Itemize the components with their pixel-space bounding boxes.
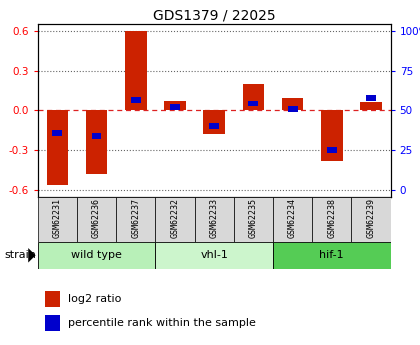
Bar [282, 98, 303, 110]
Bar [38, 197, 77, 241]
Text: percentile rank within the sample: percentile rank within the sample [68, 318, 255, 328]
Text: GSM62232: GSM62232 [171, 198, 179, 238]
Bar [249, 100, 258, 107]
Title: GDS1379 / 22025: GDS1379 / 22025 [153, 9, 276, 23]
Text: hif-1: hif-1 [320, 250, 344, 260]
Bar [38, 241, 155, 269]
Text: strain: strain [4, 250, 36, 260]
Bar [125, 31, 147, 110]
Text: wild type: wild type [71, 250, 122, 260]
Bar [155, 241, 273, 269]
Bar [52, 130, 62, 136]
Text: GSM62234: GSM62234 [288, 198, 297, 238]
Bar [45, 291, 60, 307]
Bar [77, 197, 116, 241]
Text: GSM62233: GSM62233 [210, 198, 219, 238]
Text: GSM62235: GSM62235 [249, 198, 258, 238]
Text: GSM62236: GSM62236 [92, 198, 101, 238]
Bar [327, 147, 337, 153]
Bar [164, 101, 186, 110]
Bar [45, 315, 60, 331]
Polygon shape [28, 248, 36, 263]
Bar [131, 97, 141, 103]
Bar [366, 95, 376, 101]
Bar [243, 84, 264, 110]
Bar [321, 110, 343, 161]
Bar [92, 133, 102, 139]
Bar [288, 106, 297, 112]
Text: GSM62231: GSM62231 [53, 198, 62, 238]
Bar [273, 197, 312, 241]
Bar [360, 102, 382, 110]
Text: GSM62238: GSM62238 [327, 198, 336, 238]
Bar [47, 110, 68, 185]
Bar [86, 110, 108, 174]
Bar [234, 197, 273, 241]
Bar [194, 197, 234, 241]
Bar [273, 241, 391, 269]
Text: log2 ratio: log2 ratio [68, 294, 121, 304]
Bar [155, 197, 194, 241]
Bar [203, 110, 225, 134]
Bar [209, 123, 219, 129]
Text: vhl-1: vhl-1 [200, 250, 228, 260]
Bar [170, 104, 180, 110]
Bar [312, 197, 352, 241]
Bar [116, 197, 155, 241]
Text: GSM62237: GSM62237 [131, 198, 140, 238]
Bar [352, 197, 391, 241]
Text: GSM62239: GSM62239 [367, 198, 375, 238]
